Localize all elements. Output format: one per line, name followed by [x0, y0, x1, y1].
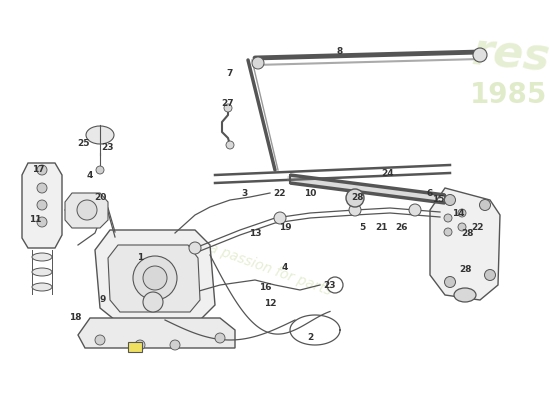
Text: 8: 8: [337, 48, 343, 56]
Ellipse shape: [32, 268, 52, 276]
Text: 9: 9: [100, 296, 106, 304]
Ellipse shape: [86, 126, 114, 144]
Text: 28: 28: [352, 194, 364, 202]
Ellipse shape: [32, 253, 52, 261]
Text: 6: 6: [427, 188, 433, 198]
Text: 22: 22: [274, 188, 286, 198]
Text: 1985: 1985: [470, 81, 547, 109]
Circle shape: [143, 266, 167, 290]
Text: 4: 4: [282, 264, 288, 272]
Circle shape: [274, 212, 286, 224]
Text: 21: 21: [376, 224, 388, 232]
Circle shape: [444, 194, 455, 206]
Circle shape: [226, 141, 234, 149]
Text: 27: 27: [222, 98, 234, 108]
Text: 17: 17: [32, 166, 45, 174]
Circle shape: [96, 166, 104, 174]
Circle shape: [95, 335, 105, 345]
Circle shape: [37, 183, 47, 193]
Circle shape: [170, 340, 180, 350]
Text: 11: 11: [29, 216, 41, 224]
Text: 28: 28: [462, 228, 474, 238]
Circle shape: [346, 189, 364, 207]
Circle shape: [189, 242, 201, 254]
Polygon shape: [108, 245, 200, 312]
Circle shape: [37, 200, 47, 210]
Text: 13: 13: [249, 228, 261, 238]
Polygon shape: [65, 193, 108, 228]
Ellipse shape: [32, 283, 52, 291]
Polygon shape: [430, 188, 500, 300]
Circle shape: [485, 270, 496, 280]
Circle shape: [349, 204, 361, 216]
Circle shape: [444, 276, 455, 288]
Bar: [128, 342, 142, 352]
Text: 4: 4: [87, 170, 93, 180]
Text: 1: 1: [137, 254, 143, 262]
Text: 19: 19: [279, 224, 292, 232]
Circle shape: [444, 214, 452, 222]
Text: 20: 20: [94, 194, 106, 202]
Circle shape: [37, 165, 47, 175]
Circle shape: [215, 333, 225, 343]
Text: 10: 10: [304, 188, 316, 198]
Text: 18: 18: [69, 314, 81, 322]
Circle shape: [409, 204, 421, 216]
Text: 23: 23: [324, 280, 336, 290]
Text: res: res: [470, 30, 550, 80]
Circle shape: [143, 292, 163, 312]
Text: 7: 7: [227, 68, 233, 78]
Text: 16: 16: [258, 284, 271, 292]
Text: 24: 24: [382, 168, 394, 178]
Text: a passion for parts: a passion for parts: [207, 241, 333, 299]
Circle shape: [473, 48, 487, 62]
Text: 5: 5: [359, 224, 365, 232]
Text: 3: 3: [242, 188, 248, 198]
Text: 12: 12: [264, 298, 276, 308]
Circle shape: [135, 340, 145, 350]
Circle shape: [458, 223, 466, 231]
Text: 22: 22: [472, 224, 484, 232]
Circle shape: [224, 104, 232, 112]
Text: 26: 26: [396, 224, 408, 232]
Text: 2: 2: [307, 334, 313, 342]
Text: 25: 25: [77, 138, 89, 148]
Circle shape: [444, 228, 452, 236]
Polygon shape: [22, 163, 62, 248]
Circle shape: [252, 57, 264, 69]
Circle shape: [458, 209, 466, 217]
Circle shape: [133, 256, 177, 300]
Circle shape: [37, 217, 47, 227]
Text: 15: 15: [432, 196, 444, 204]
Text: 23: 23: [102, 144, 114, 152]
Ellipse shape: [454, 288, 476, 302]
Circle shape: [480, 200, 491, 210]
Text: 28: 28: [459, 266, 471, 274]
Circle shape: [77, 200, 97, 220]
Polygon shape: [78, 318, 235, 348]
Text: 14: 14: [452, 208, 464, 218]
Polygon shape: [95, 230, 215, 320]
